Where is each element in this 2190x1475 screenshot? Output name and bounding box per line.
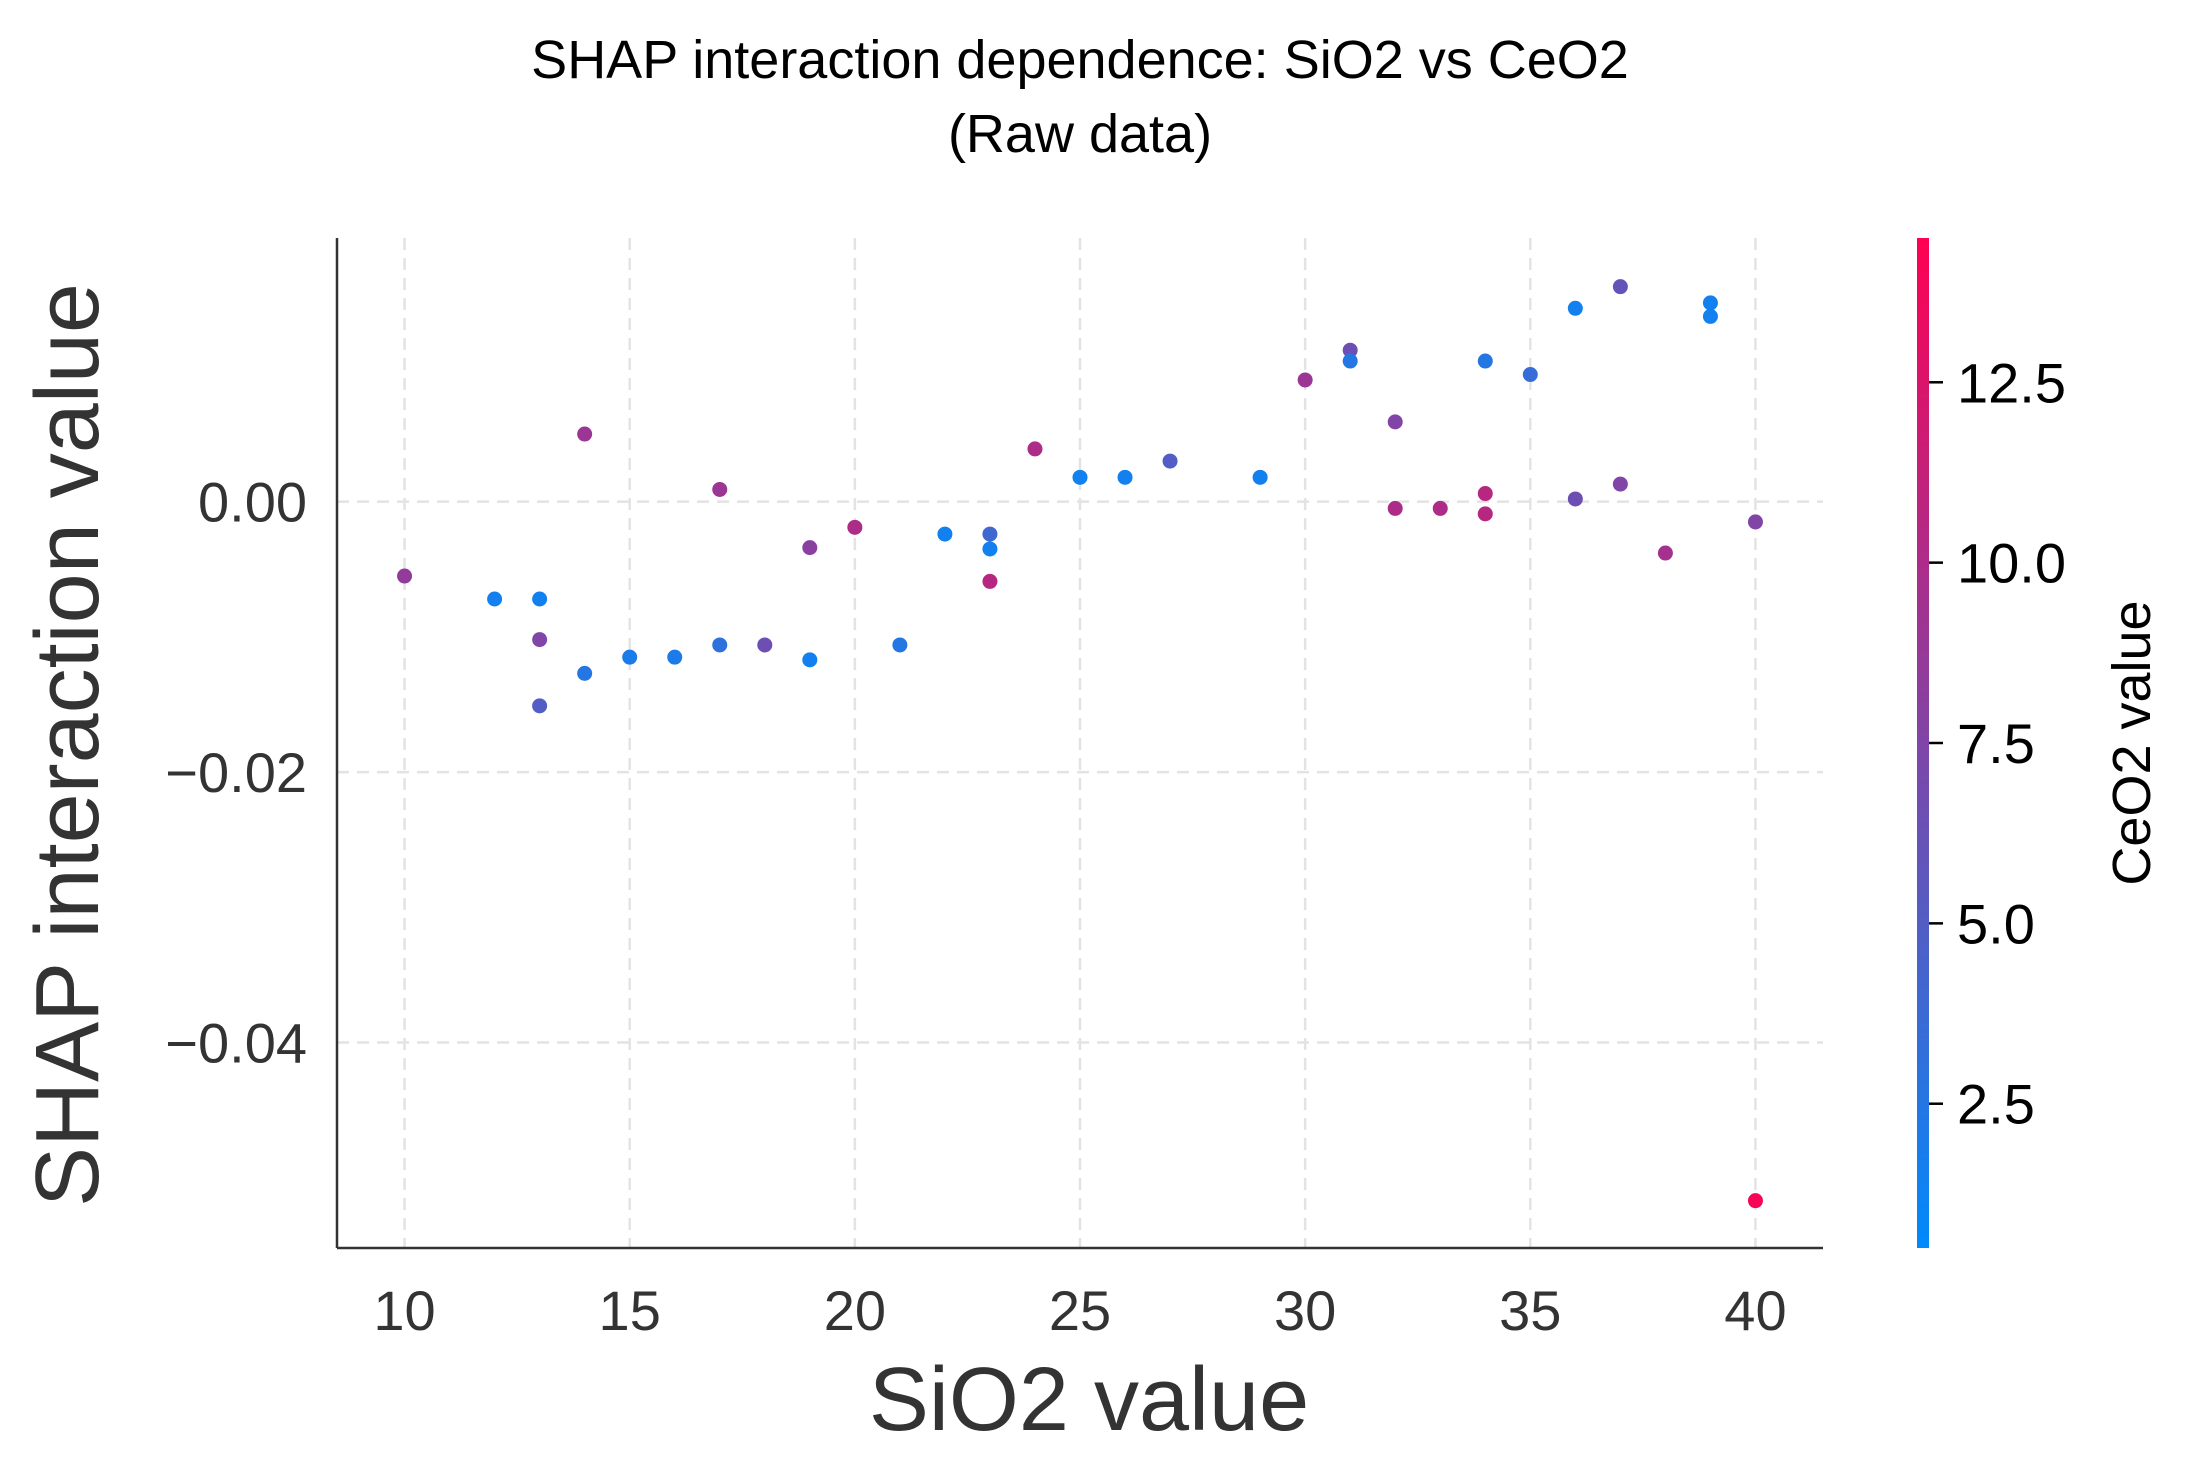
scatter-point	[1387, 500, 1403, 516]
scatter-point	[712, 637, 728, 653]
x-tick-label: 10	[373, 1279, 435, 1342]
scatter-point	[1027, 441, 1043, 457]
scatter-point	[757, 637, 773, 653]
scatter-point	[982, 541, 998, 557]
y-axis-label: SHAP interaction value	[18, 283, 118, 1207]
x-tick-label: 30	[1274, 1279, 1336, 1342]
scatter-point	[1297, 372, 1313, 388]
scatter-point	[667, 649, 683, 665]
scatter-point	[1747, 514, 1763, 530]
scatter-point	[1702, 308, 1718, 324]
colorbar-tick-label: 10.0	[1957, 532, 2066, 595]
scatter-point	[1072, 469, 1088, 485]
chart-title: SHAP interaction dependence: SiO2 vs CeO…	[531, 30, 1629, 90]
scatter-point	[577, 665, 593, 681]
colorbar-gradient	[1917, 238, 1929, 1248]
x-tick-label: 40	[1724, 1279, 1786, 1342]
scatter-point	[577, 426, 593, 442]
colorbar: 2.5 5.0 7.5 10.0 12.5	[1917, 238, 2066, 1248]
x-tick-label: 25	[1049, 1279, 1111, 1342]
y-tick-label: −0.04	[165, 1011, 307, 1074]
scatter-point	[1342, 342, 1358, 358]
x-tick-label: 35	[1499, 1279, 1561, 1342]
scatter-point	[1702, 295, 1718, 311]
scatter-point	[1522, 367, 1538, 383]
scatter-point	[1477, 486, 1493, 502]
grid-lines	[337, 238, 1823, 1248]
scatter-point	[1567, 300, 1583, 316]
scatter-point	[487, 591, 503, 607]
x-tick-label: 15	[599, 1279, 661, 1342]
x-tick-labels: 10 15 20 25 30 35 40	[373, 1279, 1786, 1342]
colorbar-label: CeO2 value	[2102, 600, 2162, 885]
scatter-point	[532, 698, 548, 714]
scatter-point	[937, 526, 953, 542]
scatter-point	[1477, 353, 1493, 369]
colorbar-tick-label: 12.5	[1957, 351, 2066, 414]
scatter-point	[802, 652, 818, 668]
scatter-point	[1252, 469, 1268, 485]
scatter-point	[982, 526, 998, 542]
axes	[335, 238, 1823, 1250]
x-tick-label: 20	[824, 1279, 886, 1342]
y-tick-label: 0.00	[198, 471, 307, 534]
scatter-point	[1162, 453, 1178, 469]
scatter-point	[1477, 506, 1493, 522]
scatter-point	[982, 573, 998, 589]
colorbar-tick-label: 7.5	[1957, 712, 2035, 775]
scatter-point	[622, 649, 638, 665]
scatter-point	[712, 481, 728, 497]
scatter-point	[892, 637, 908, 653]
scatter-point	[1432, 500, 1448, 516]
y-tick-label: −0.02	[165, 741, 307, 804]
scatter-point	[1612, 279, 1628, 295]
x-axis-label: SiO2 value	[869, 1350, 1309, 1450]
scatter-point	[1567, 491, 1583, 507]
scatter-point	[802, 540, 818, 556]
scatter-point	[397, 568, 413, 584]
scatter-points	[397, 279, 1763, 1209]
chart-subtitle: (Raw data)	[948, 104, 1212, 164]
scatter-point	[1342, 353, 1358, 369]
scatter-point	[847, 519, 863, 535]
scatter-point	[1117, 469, 1133, 485]
scatter-point	[532, 632, 548, 648]
scatter-point	[1612, 476, 1628, 492]
scatter-point	[532, 591, 548, 607]
colorbar-tick-label: 5.0	[1957, 892, 2035, 955]
scatter-point	[1657, 545, 1673, 561]
y-tick-labels: 0.00 −0.02 −0.04	[165, 471, 307, 1075]
scatter-point	[1747, 1193, 1763, 1209]
scatter-point	[1387, 414, 1403, 430]
colorbar-tick-label: 2.5	[1957, 1073, 2035, 1136]
